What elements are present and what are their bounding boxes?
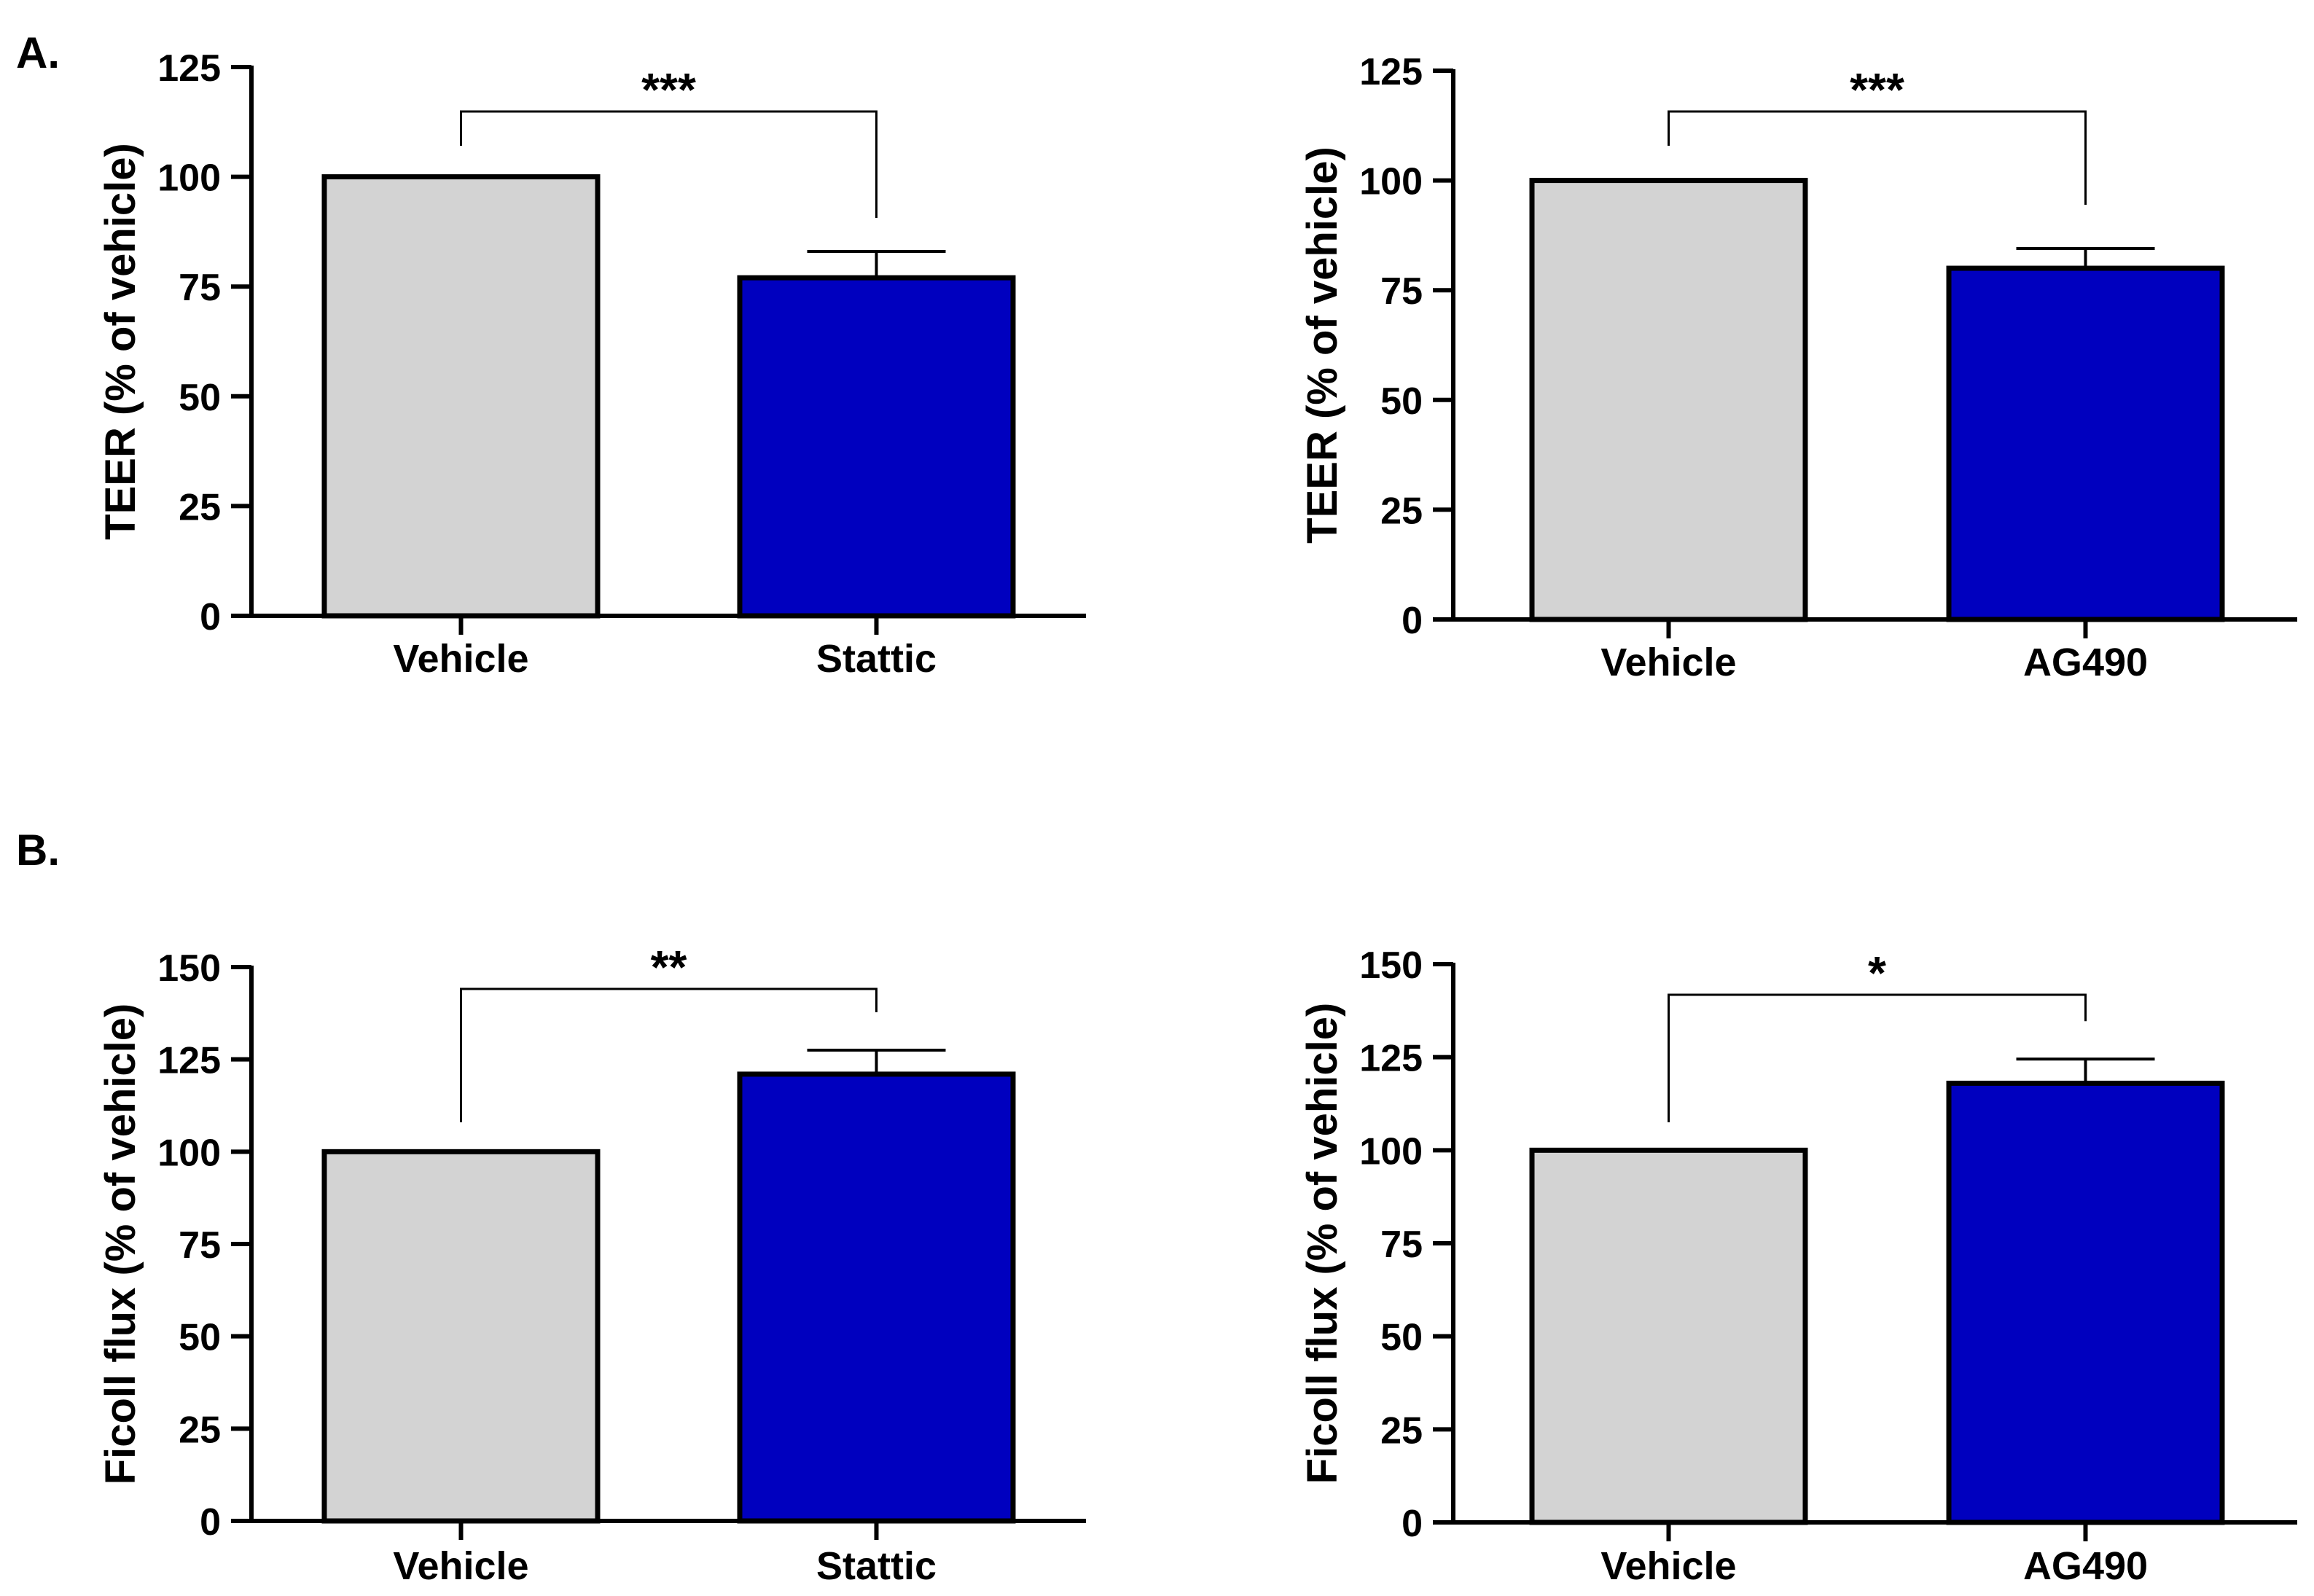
- y-tick-label: 0: [1402, 600, 1423, 642]
- significance-bracket: [1668, 110, 2087, 205]
- y-tick-label: 0: [200, 596, 221, 638]
- y-tick-label: 100: [1359, 161, 1423, 203]
- significance-marker: ***: [641, 63, 696, 116]
- y-tick-label: 125: [157, 47, 221, 90]
- bar-ag490: [1946, 1080, 2225, 1525]
- bar-stattic: [737, 275, 1016, 619]
- bar-stattic: [737, 1071, 1016, 1524]
- y-tick-label: 25: [179, 486, 221, 528]
- y-tick-label: 25: [179, 1409, 221, 1451]
- bar-vehicle: [1529, 1147, 1808, 1525]
- x-tick-label: AG490: [2023, 1544, 2148, 1588]
- x-tick-label: AG490: [2023, 641, 2148, 684]
- y-tick-label: 150: [1359, 944, 1423, 987]
- bar-vehicle: [321, 174, 601, 619]
- significance-bracket: [1668, 993, 2087, 1122]
- y-tick-label: 50: [1380, 380, 1423, 423]
- bar-ag490: [1946, 265, 2225, 622]
- y-tick-label: 50: [179, 1317, 221, 1359]
- y-axis-label: Ficoll flux (% of vehicle): [97, 1004, 144, 1485]
- y-tick-label: 50: [179, 377, 221, 419]
- y-tick-label: 150: [157, 947, 221, 990]
- y-tick-label: 0: [1402, 1503, 1423, 1545]
- x-tick-label: Vehicle: [1600, 1544, 1736, 1588]
- y-axis-label: TEER (% of vehicle): [97, 143, 144, 540]
- x-tick-label: Stattic: [816, 637, 937, 681]
- y-tick-label: 100: [157, 1132, 221, 1174]
- y-tick-label: 125: [157, 1040, 221, 1082]
- y-tick-label: 25: [1380, 1409, 1423, 1452]
- significance-bracket: [460, 987, 877, 1122]
- significance-marker: *: [1868, 947, 1886, 999]
- y-axis-label: Ficoll flux (% of vehicle): [1299, 1003, 1346, 1484]
- y-tick-label: 125: [1359, 51, 1423, 93]
- y-tick-label: 75: [179, 267, 221, 309]
- significance-marker: ***: [1850, 63, 1904, 116]
- y-tick-label: 25: [1380, 490, 1423, 532]
- y-tick-label: 75: [1380, 1224, 1423, 1266]
- significance-marker: **: [651, 941, 687, 993]
- y-tick-label: 75: [1380, 270, 1423, 313]
- x-tick-label: Vehicle: [393, 1544, 528, 1588]
- x-tick-label: Vehicle: [1600, 641, 1736, 684]
- panel-label-a: A.: [16, 28, 60, 77]
- x-tick-label: Stattic: [816, 1544, 937, 1588]
- y-axis-label: TEER (% of vehicle): [1299, 146, 1346, 544]
- y-tick-label: 100: [1359, 1130, 1423, 1173]
- bar-vehicle: [321, 1149, 601, 1524]
- y-tick-label: 125: [1359, 1038, 1423, 1080]
- x-tick-label: Vehicle: [393, 637, 528, 681]
- chart-teer-stattic: 0 25 50 75 100 125 TEER (% of vehicle) Vehicle S…: [97, 47, 1086, 681]
- bar-vehicle: [1529, 178, 1808, 622]
- y-tick-label: 0: [200, 1501, 221, 1544]
- chart-teer-ag490: 0 25 50 75 100 125 TEER (% of vehicle) Vehicle A…: [1299, 51, 2297, 684]
- y-tick-label: 50: [1380, 1317, 1423, 1359]
- y-tick-label: 100: [157, 157, 221, 200]
- significance-bracket: [460, 110, 877, 219]
- panel-label-b: B.: [16, 826, 60, 875]
- chart-ficoll-ag490: 0 25 50 75 100 125 150 Ficoll flux (% of vehicl…: [1299, 944, 2297, 1588]
- y-tick-label: 75: [179, 1224, 221, 1267]
- chart-ficoll-stattic: 0 25 50 75 100 125 150 Ficoll flux (% of vehicl…: [97, 941, 1086, 1588]
